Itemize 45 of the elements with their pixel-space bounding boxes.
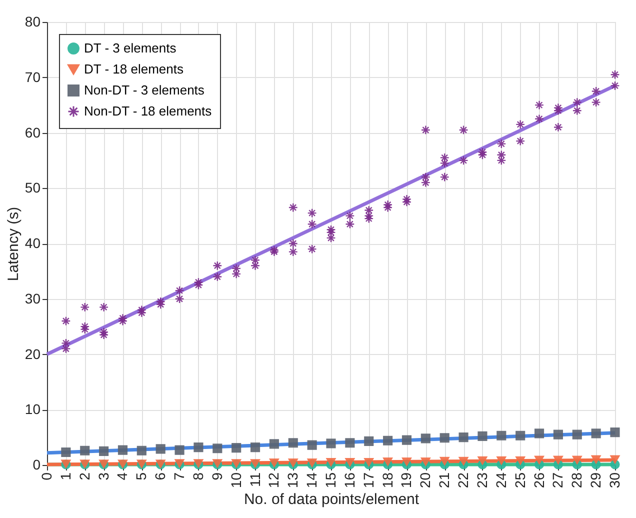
legend-label: DT - 18 elements xyxy=(84,62,184,76)
x-tick-label: 28 xyxy=(568,472,585,488)
x-tick-label: 30 xyxy=(606,472,622,488)
x-tick-label: 9 xyxy=(208,472,225,480)
x-tick-label: 4 xyxy=(114,472,130,480)
y-tick-label: 10 xyxy=(24,401,41,418)
y-tick-label: 50 xyxy=(24,180,41,196)
y-tick-label: 20 xyxy=(24,346,41,362)
x-tick-label: 11 xyxy=(246,472,263,488)
y-tick-label: 60 xyxy=(24,124,41,140)
x-tick-label: 5 xyxy=(133,472,150,480)
x-axis-title: No. of data points/element xyxy=(244,491,420,508)
y-tick-label: 70 xyxy=(24,68,41,85)
y-tick-label: 80 xyxy=(24,14,41,30)
x-tick-label: 0 xyxy=(38,472,54,480)
legend-label: Non-DT - 18 elements xyxy=(84,104,212,118)
x-tick-label: 16 xyxy=(341,472,358,488)
x-tick-label: 22 xyxy=(455,472,472,488)
x-tick-label: 25 xyxy=(512,472,528,488)
x-tick-label: 14 xyxy=(304,472,320,488)
x-tick-label: 17 xyxy=(360,472,376,488)
y-tick-label: 30 xyxy=(24,290,41,306)
x-tick-label: 23 xyxy=(474,472,490,488)
legend-label: Non-DT - 3 elements xyxy=(84,82,205,98)
legend-label: DT - 3 elements xyxy=(84,40,177,56)
x-tick-label: 24 xyxy=(492,472,509,488)
x-tick-label: 12 xyxy=(266,472,282,488)
x-tick-label: 20 xyxy=(417,472,434,488)
y-tick-label: 40 xyxy=(24,235,41,251)
x-tick-label: 13 xyxy=(284,472,301,488)
x-tick-label: 6 xyxy=(152,472,168,480)
x-tick-label: 18 xyxy=(379,472,396,488)
x-tick-label: 8 xyxy=(190,472,206,480)
x-tick-label: 1 xyxy=(57,472,74,480)
x-tick-label: 15 xyxy=(322,472,338,488)
x-tick-label: 21 xyxy=(436,472,452,488)
x-tick-label: 26 xyxy=(530,472,547,488)
x-tick-label: 7 xyxy=(171,472,188,480)
x-tick-label: 27 xyxy=(550,472,566,488)
x-tick-label: 3 xyxy=(95,472,112,480)
x-tick-label: 2 xyxy=(76,472,92,480)
x-tick-label: 29 xyxy=(588,472,604,488)
x-tick-label: 19 xyxy=(398,472,414,488)
x-tick-label: 10 xyxy=(228,472,244,488)
y-axis-title: Latency (s) xyxy=(4,206,22,282)
